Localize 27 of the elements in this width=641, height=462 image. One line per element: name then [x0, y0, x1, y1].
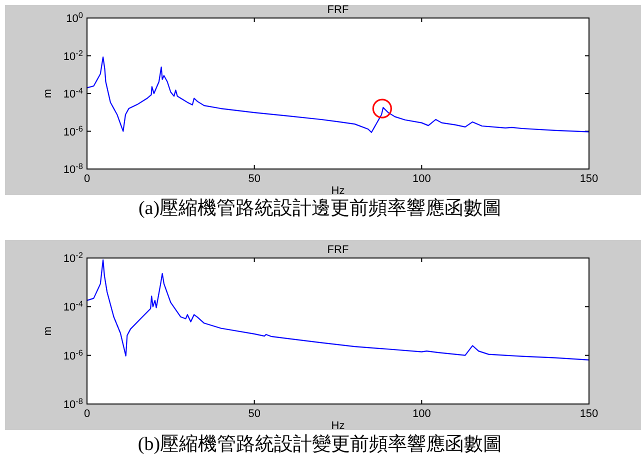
y-tick-label: 10$^{-4}$ [63, 86, 84, 100]
y-axis-title: m [42, 326, 54, 336]
y-tick-label: 10$^{-6}$ [63, 124, 84, 138]
y-tick-label: 10$^{-6}$ [63, 348, 84, 362]
x-tick-label: 50 [248, 173, 260, 185]
chart-title: FRF [327, 244, 349, 256]
x-axis-title: Hz [331, 185, 345, 197]
text: (a)壓縮機管路統設計邊更前頻率響應函數圖 [138, 197, 502, 219]
y-tick-label: 10$^{-2}$ [63, 48, 84, 63]
text: (b)壓縮機管路統設計變更前頻率響應函數圖 [138, 433, 502, 455]
y-axis-title: m [42, 88, 54, 98]
x-tick-label: 150 [580, 173, 598, 185]
x-tick-label: 100 [412, 173, 431, 185]
y-tick-label: 10$^{-8}$ [63, 396, 84, 411]
y-tick-label: 10$^{-4}$ [63, 299, 84, 314]
line-series [86, 259, 590, 360]
x-tick-label: 150 [580, 408, 598, 420]
x-axis-title: Hz [331, 420, 345, 432]
x-tick-label: 0 [84, 408, 90, 420]
x-tick-label: 50 [248, 408, 260, 420]
y-tick-label: 10$^{-8}$ [63, 162, 84, 176]
x-tick-label: 100 [412, 408, 431, 420]
x-tick-label: 0 [84, 173, 90, 185]
y-tick-label: 10$^{0}$ [66, 10, 84, 25]
line-series [86, 56, 590, 133]
chart-title: FRF [327, 4, 349, 16]
y-tick-label: 10$^{-2}$ [63, 250, 84, 265]
